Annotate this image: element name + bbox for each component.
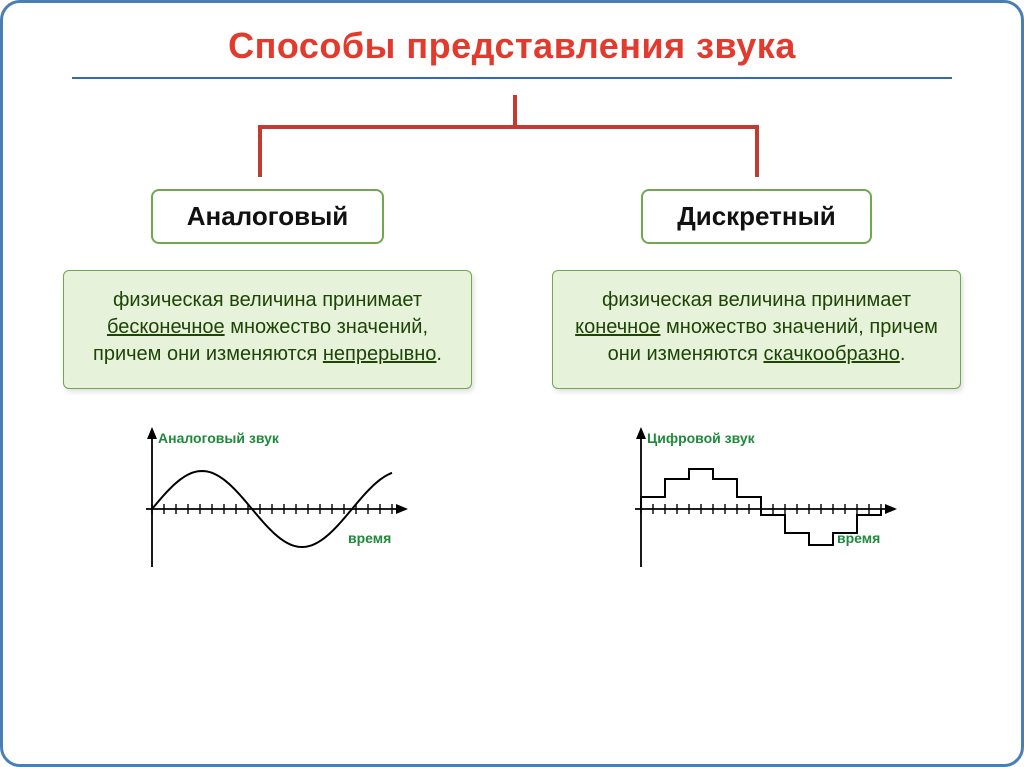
discrete-description: физическая величина принимает конечное м… — [552, 270, 961, 389]
columns: Аналоговый физическая величина принимает… — [3, 189, 1021, 583]
analog-chart: Аналоговый звук время — [63, 423, 472, 583]
column-analog: Аналоговый физическая величина принимает… — [63, 189, 472, 583]
svg-text:Аналоговый звук: Аналоговый звук — [158, 430, 280, 446]
discrete-label: Дискретный — [641, 189, 872, 244]
analog-label: Аналоговый — [151, 189, 385, 244]
svg-text:Цифровой звук: Цифровой звук — [647, 430, 756, 446]
page-title: Способы представления звука — [3, 25, 1021, 67]
branch-bracket — [3, 79, 1021, 189]
discrete-chart: Цифровой звуквремя — [552, 423, 961, 583]
analog-description: физическая величина принимает бесконечно… — [63, 270, 472, 389]
column-discrete: Дискретный физическая величина принимает… — [552, 189, 961, 583]
svg-text:время: время — [348, 530, 391, 546]
